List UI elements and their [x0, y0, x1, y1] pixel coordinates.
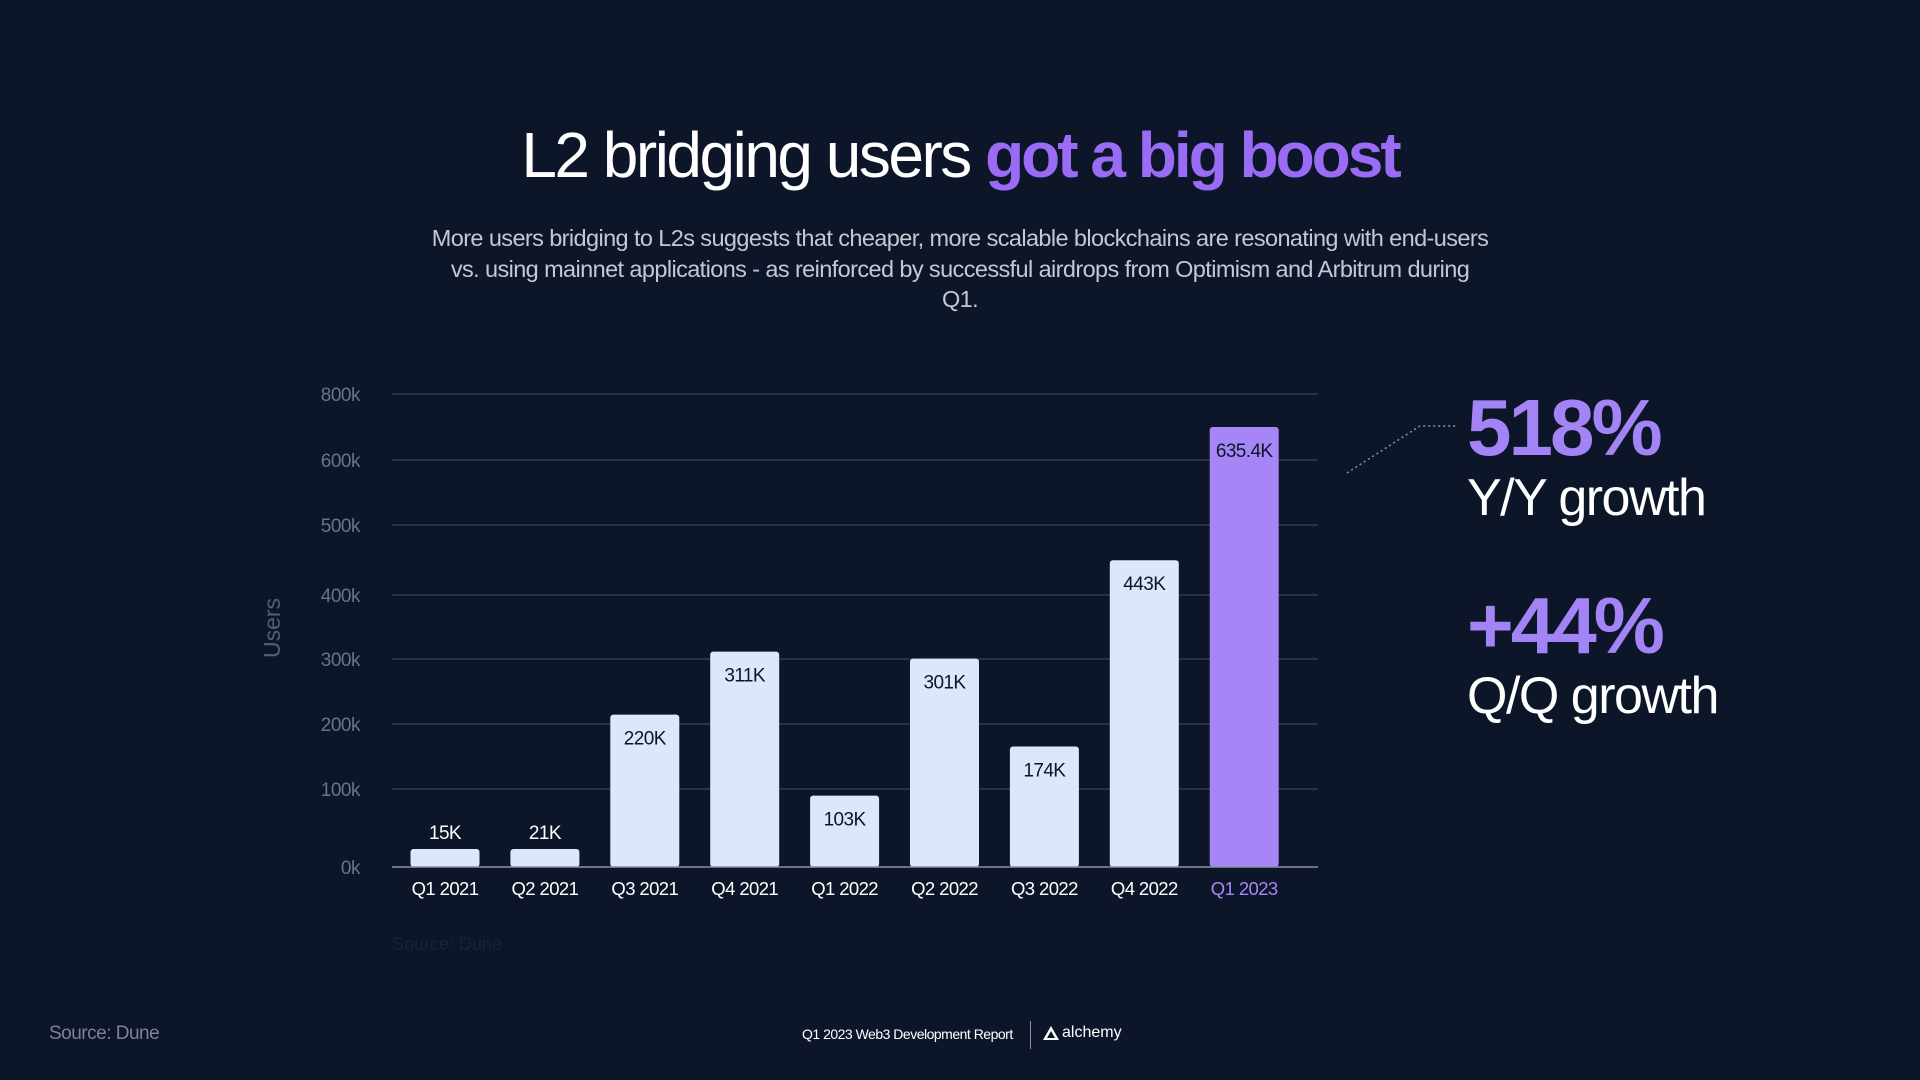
y-tick-label: 500k: [321, 516, 361, 537]
stat-qoq-value: +44%: [1467, 581, 1665, 670]
bar: [1009, 746, 1079, 867]
data-label: 174K: [1023, 761, 1066, 782]
y-tick-label: 200k: [321, 715, 361, 736]
stat-yoy-label: Y/Y growth: [1467, 469, 1707, 527]
x-tick-label: Q2 2022: [911, 878, 978, 899]
alchemy-logo-icon: [1043, 1026, 1059, 1040]
bar: [410, 849, 480, 867]
x-tick-label: Q3 2022: [1011, 878, 1078, 899]
data-label: 311K: [724, 666, 765, 687]
footer-report: Q1 2023 Web3 Development Report: [802, 1026, 1013, 1042]
brand-name: alchemy: [1062, 1024, 1122, 1041]
data-label: 443K: [1123, 574, 1166, 595]
bar: [1109, 560, 1179, 867]
y-tick-label: 600k: [321, 451, 361, 472]
subtitle: More users bridging to L2s suggests that…: [431, 225, 1489, 312]
stat-yoy-value: 518%: [1467, 383, 1663, 472]
y-tick-label: 0k: [341, 858, 361, 879]
alchemy-logo: alchemy: [1043, 1024, 1122, 1042]
x-tick-label: Q2 2021: [512, 878, 579, 899]
data-label: 15K: [429, 823, 462, 844]
y-axis-label: Users: [259, 598, 285, 658]
bar: [910, 658, 979, 867]
x-tick-label: Q4 2022: [1111, 878, 1178, 899]
x-tick-label: Q1 2021: [412, 878, 479, 899]
x-tick-label: Q1 2023: [1211, 878, 1278, 899]
data-label: 635.4K: [1216, 441, 1274, 462]
bar: [1209, 427, 1279, 867]
footer-source: Source: Dune: [49, 1023, 160, 1044]
page-title: L2 bridging users got a big boost: [0, 118, 1920, 192]
stat-qoq: +44% Q/Q growth: [1467, 581, 1719, 726]
title-highlight: got a big boost: [985, 119, 1402, 191]
y-tick-label: 400k: [321, 586, 361, 607]
x-tick-label: Q4 2021: [711, 878, 778, 899]
bar: [610, 714, 680, 867]
footer-divider: [1030, 1021, 1031, 1049]
data-label: 301K: [924, 673, 967, 694]
stat-qoq-label: Q/Q growth: [1467, 667, 1719, 725]
bar: [810, 795, 880, 867]
data-label: 220K: [624, 729, 667, 750]
y-tick-label: 100k: [321, 780, 361, 801]
y-tick-label: 300k: [321, 650, 361, 671]
chart-source-note: Source: Dune: [392, 934, 503, 954]
data-label: 21K: [529, 823, 562, 844]
bar: [510, 849, 580, 867]
callout-connector: [1346, 425, 1457, 474]
x-tick-label: Q3 2021: [611, 878, 678, 899]
stat-yoy: 518% Y/Y growth: [1467, 383, 1707, 528]
data-label: 103K: [824, 810, 867, 831]
x-tick-label: Q1 2022: [811, 878, 878, 899]
bar: [710, 651, 780, 867]
y-tick-label: 800k: [321, 385, 361, 406]
title-plain: L2 bridging users: [521, 119, 972, 191]
